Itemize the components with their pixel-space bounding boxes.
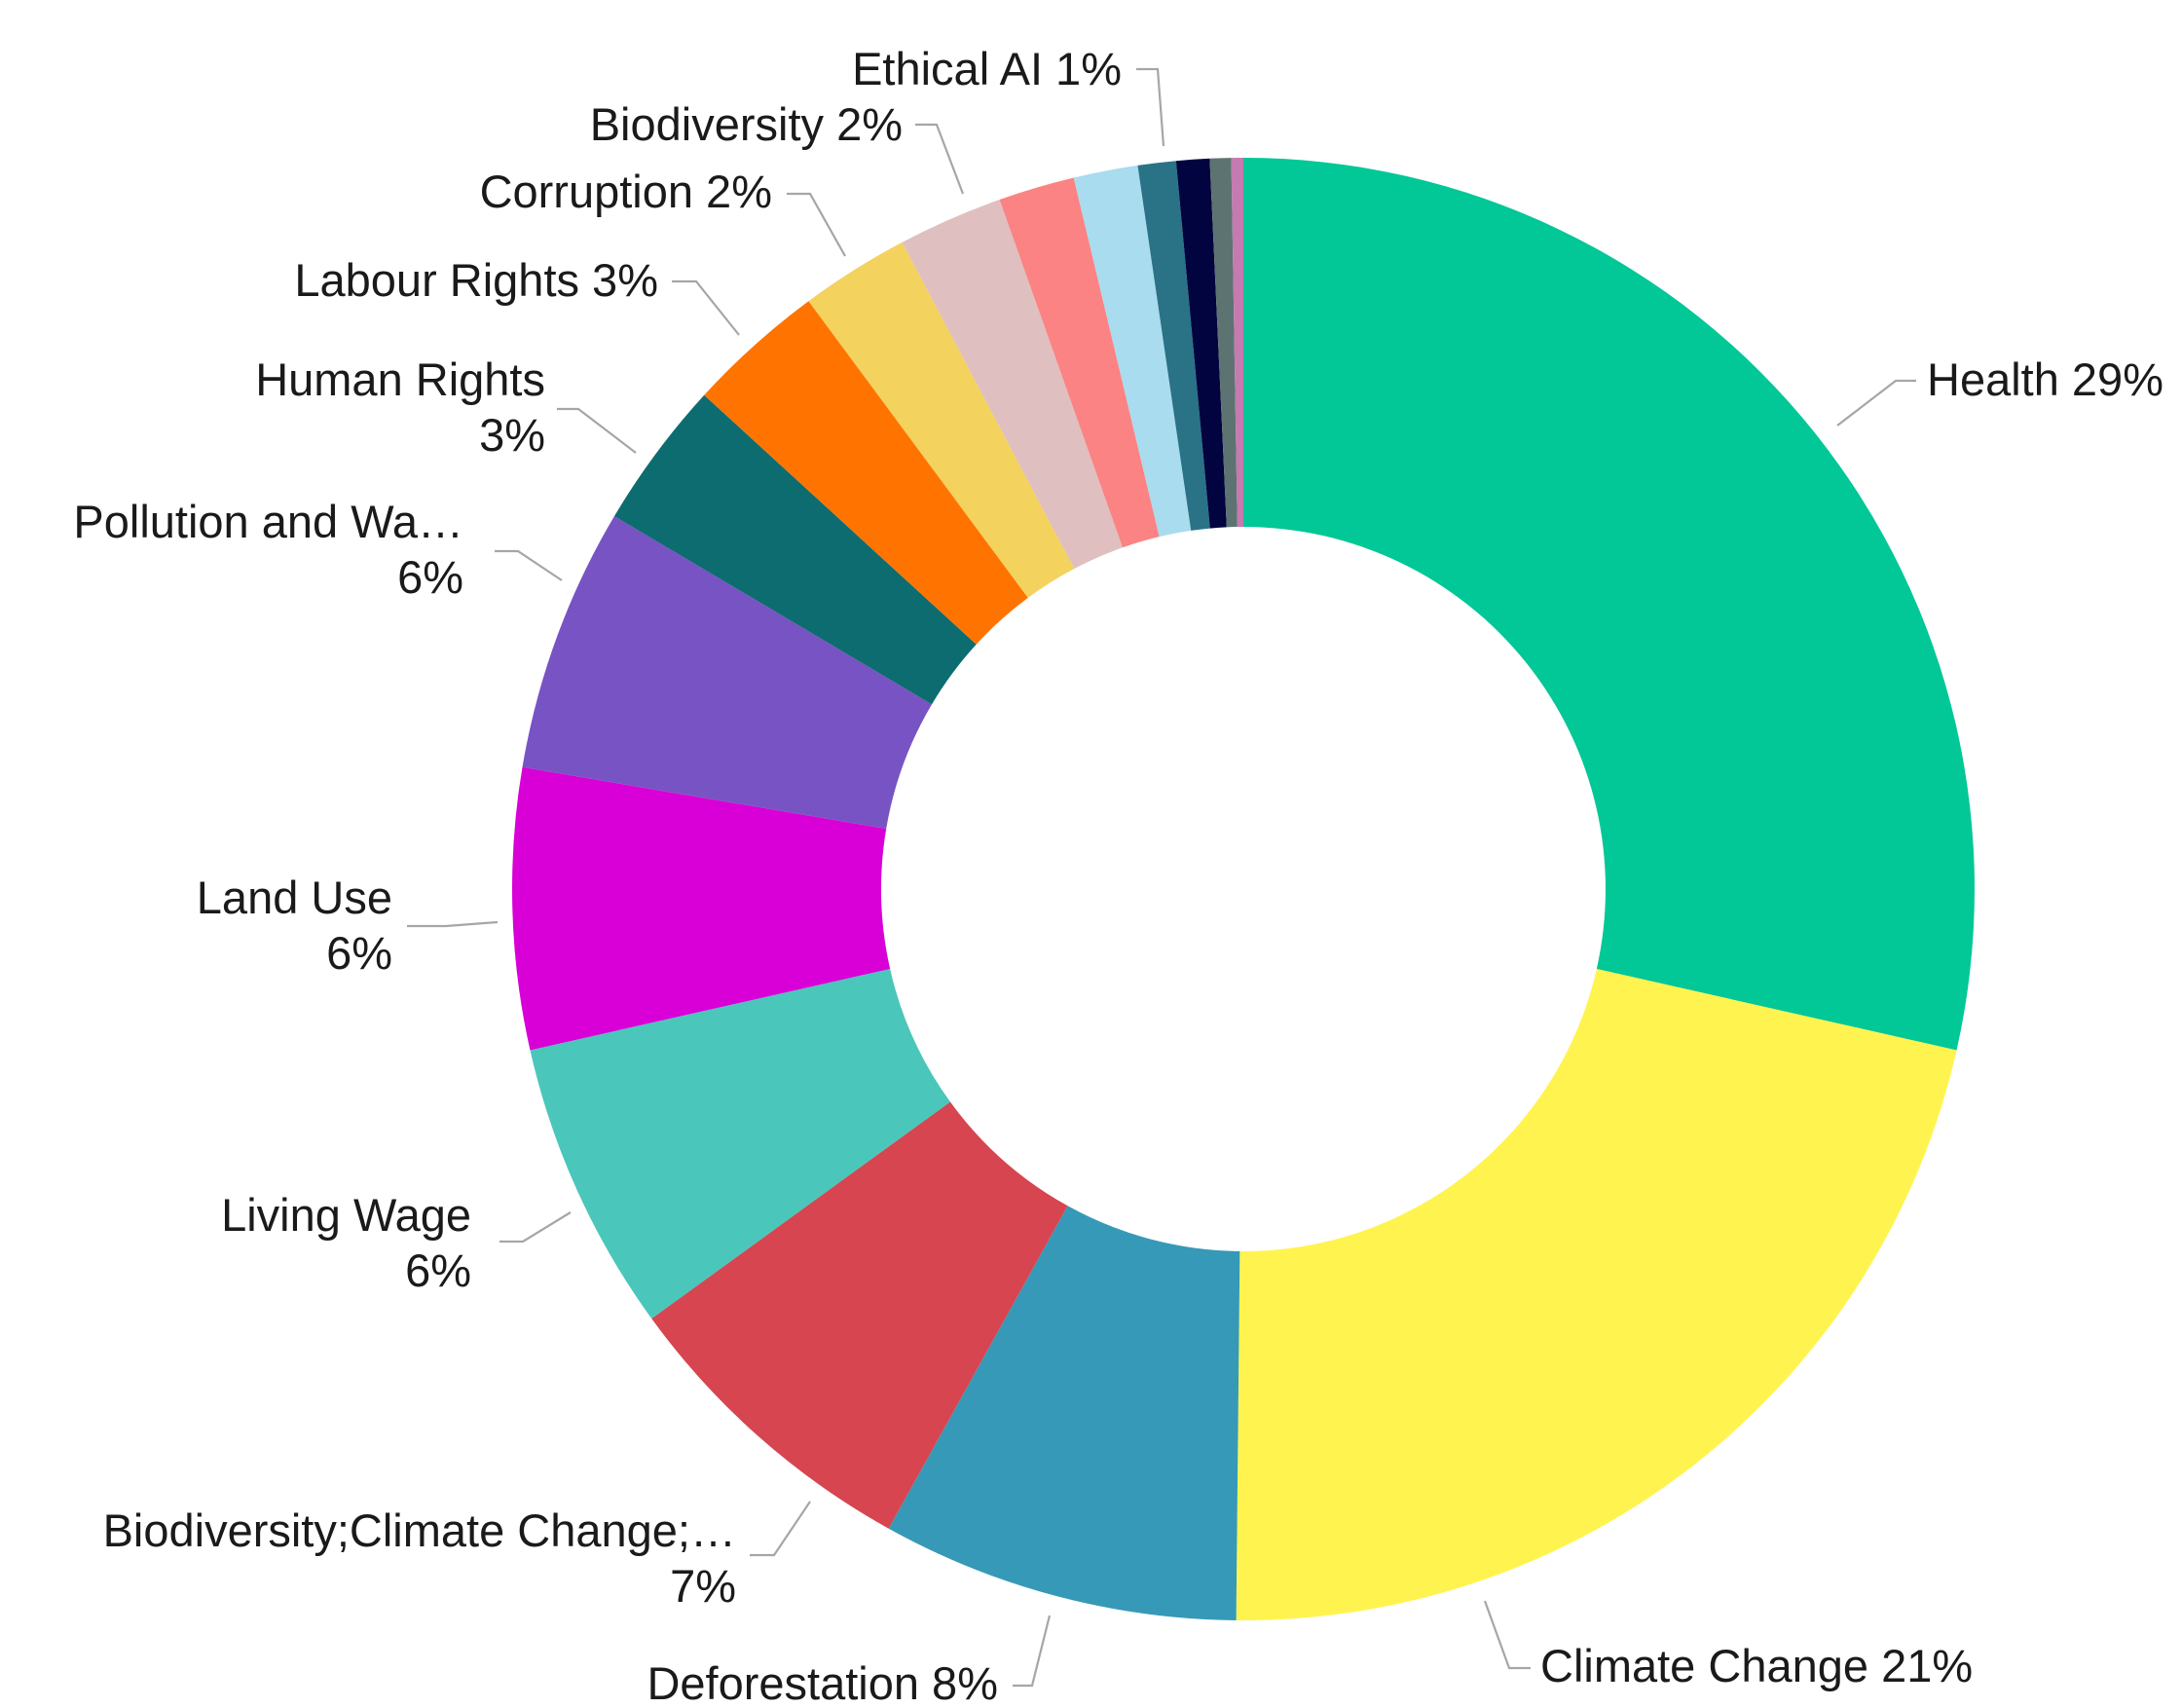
data-label-living-wage-value: 6% <box>405 1244 471 1296</box>
leader-line-pollution-and-wa <box>495 551 562 580</box>
slice-climate-change <box>1237 969 1957 1620</box>
data-label-human-rights-value: 3% <box>479 409 545 461</box>
leader-line-deforestation <box>1013 1615 1050 1686</box>
leader-line-human-rights <box>557 409 636 453</box>
data-label-health: Health 29% <box>1927 353 2163 405</box>
leader-line-climate-change <box>1485 1601 1531 1668</box>
data-label-labour-rights: Labour Rights 3% <box>294 254 658 306</box>
leader-line-biodiversity <box>915 125 963 194</box>
leader-line-labour-rights <box>672 281 739 335</box>
slice-health <box>1243 158 1975 1051</box>
data-label-corruption: Corruption 2% <box>480 166 772 217</box>
leader-line-health <box>1837 381 1916 426</box>
data-label-ethical-ai: Ethical AI 1% <box>852 43 1122 94</box>
data-label-pollution-and-wa-value: 6% <box>397 551 463 603</box>
leader-line-biodiversity-climate-change <box>750 1502 810 1555</box>
data-label-climate-change: Climate Change 21% <box>1540 1640 1973 1691</box>
leader-line-ethical-ai <box>1136 69 1164 146</box>
data-label-pollution-and-wa: Pollution and Wa… <box>73 496 463 547</box>
data-label-land-use: Land Use <box>197 872 392 923</box>
data-label-land-use-value: 6% <box>326 927 392 979</box>
data-label-deforestation: Deforestation 8% <box>647 1657 998 1708</box>
data-label-biodiversity-climate-change: Biodiversity;Climate Change;… <box>103 1504 736 1556</box>
donut-slices <box>512 158 1975 1620</box>
leader-line-corruption <box>787 194 845 256</box>
data-label-living-wage: Living Wage <box>221 1189 471 1241</box>
data-label-biodiversity-climate-change-value: 7% <box>670 1560 736 1612</box>
leader-line-living-wage <box>499 1212 571 1242</box>
leader-line-land-use <box>407 922 498 926</box>
data-label-biodiversity: Biodiversity 2% <box>590 98 903 150</box>
data-label-human-rights: Human Rights <box>255 353 545 405</box>
